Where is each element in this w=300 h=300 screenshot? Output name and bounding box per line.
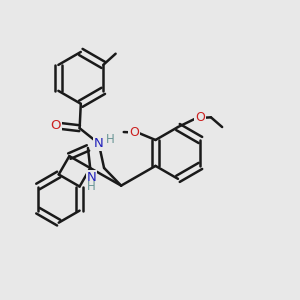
Text: O: O	[50, 119, 61, 132]
Text: N: N	[94, 137, 104, 150]
Text: H: H	[87, 180, 96, 193]
Text: O: O	[129, 125, 139, 139]
Text: N: N	[87, 170, 97, 184]
Text: O: O	[195, 111, 205, 124]
Text: H: H	[106, 134, 114, 146]
